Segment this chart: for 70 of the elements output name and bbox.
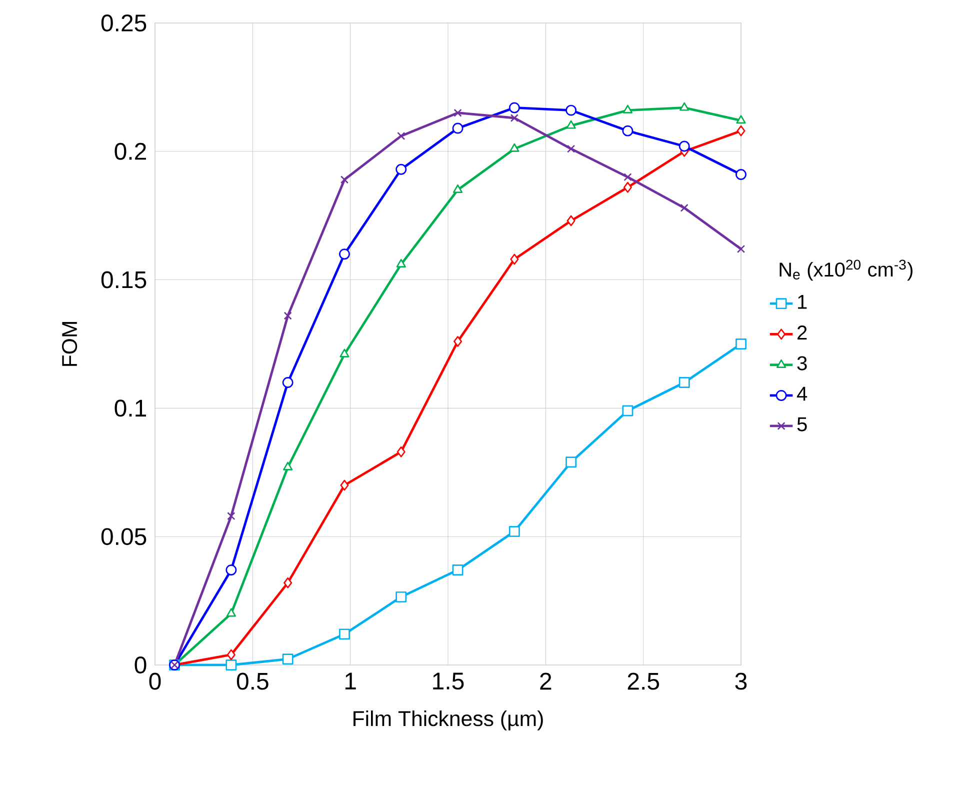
legend-label: 5 xyxy=(797,417,807,432)
point xyxy=(678,377,690,388)
point xyxy=(340,480,349,491)
point xyxy=(282,377,294,388)
point xyxy=(624,173,632,182)
y-tick-label: 0.25 xyxy=(101,14,146,32)
point xyxy=(454,108,462,117)
point xyxy=(567,144,576,153)
legend-title: N$_{e}$ (x10$^{20}$ cm$^{-3}$) xyxy=(780,260,912,281)
point xyxy=(566,104,577,116)
point xyxy=(736,125,746,136)
point xyxy=(340,348,350,358)
point xyxy=(622,125,634,136)
point xyxy=(396,164,407,175)
point xyxy=(510,143,520,152)
legend-label: 3 xyxy=(797,356,807,370)
point xyxy=(508,526,520,537)
point xyxy=(736,169,746,180)
point xyxy=(736,338,746,350)
point xyxy=(510,114,518,122)
point xyxy=(339,248,350,260)
point xyxy=(566,215,576,226)
point xyxy=(226,564,237,576)
x-tick-label: 0.5 xyxy=(236,672,268,690)
point xyxy=(284,577,292,588)
x-tick-label: 1.5 xyxy=(433,672,464,690)
legend-label: 2 xyxy=(798,326,807,340)
legend-label: 4 xyxy=(796,386,808,401)
x-axis-title: Film Thickness (µm) xyxy=(354,710,543,730)
point xyxy=(227,512,236,520)
y-axis-title: FOM xyxy=(62,322,78,366)
point xyxy=(680,102,690,111)
point xyxy=(226,660,237,670)
y-tick-label: 0.15 xyxy=(101,271,146,288)
point xyxy=(452,122,464,134)
point xyxy=(622,104,633,114)
point xyxy=(452,184,463,193)
point xyxy=(623,182,632,193)
y-tick-label: 0 xyxy=(134,656,146,674)
point xyxy=(284,312,292,320)
point xyxy=(678,140,690,152)
x-tick-label: 0 xyxy=(149,672,161,690)
point xyxy=(396,258,406,268)
point xyxy=(283,462,293,470)
point xyxy=(226,649,236,660)
point xyxy=(736,115,746,124)
point xyxy=(736,244,746,254)
point xyxy=(622,405,634,416)
y-tick-label: 0.1 xyxy=(114,400,146,417)
point xyxy=(452,564,464,576)
x-tick-label: 1 xyxy=(345,672,356,690)
point xyxy=(226,608,236,617)
y-tick-label: 0.05 xyxy=(101,528,146,546)
point xyxy=(510,254,519,265)
legend-label: 1 xyxy=(798,295,807,309)
point xyxy=(397,132,406,140)
point xyxy=(680,204,688,212)
point xyxy=(396,591,407,602)
y-tick-label: 0.2 xyxy=(114,142,146,160)
point xyxy=(566,120,576,129)
point xyxy=(340,176,349,184)
x-tick-label: 2 xyxy=(540,672,552,690)
point xyxy=(282,654,294,665)
x-tick-label: 2.5 xyxy=(628,672,660,690)
point xyxy=(508,102,520,114)
x-tick-label: 3 xyxy=(735,672,747,690)
point xyxy=(339,628,350,640)
point xyxy=(454,336,462,347)
point xyxy=(396,446,406,458)
point xyxy=(566,456,577,468)
